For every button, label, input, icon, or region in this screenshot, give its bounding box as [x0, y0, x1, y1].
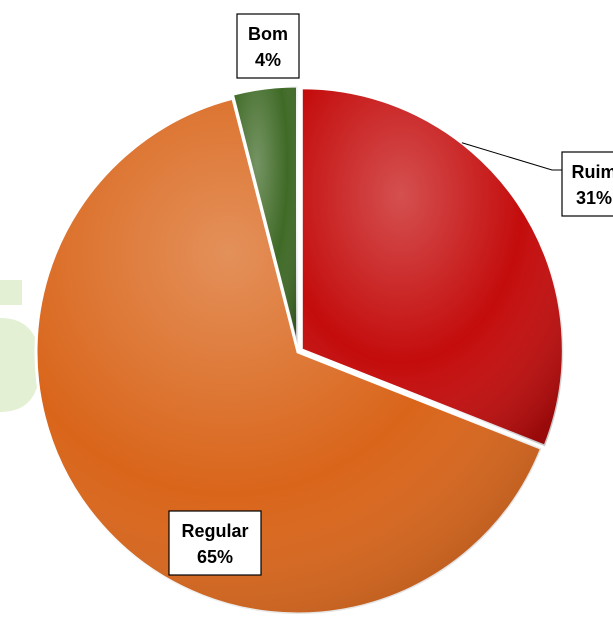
data-label-percent-bom: 4% [255, 50, 281, 70]
data-label-category-ruim: Ruim [572, 162, 613, 182]
data-label-percent-ruim: 31% [576, 188, 612, 208]
watermark-shape-bottom [0, 318, 40, 412]
data-label-category-regular: Regular [181, 521, 248, 541]
watermark-shape-top [0, 280, 22, 305]
pie-slices [36, 86, 563, 614]
background-watermark [0, 280, 40, 412]
data-label-percent-regular: 65% [197, 547, 233, 567]
data-label-category-bom: Bom [248, 24, 288, 44]
